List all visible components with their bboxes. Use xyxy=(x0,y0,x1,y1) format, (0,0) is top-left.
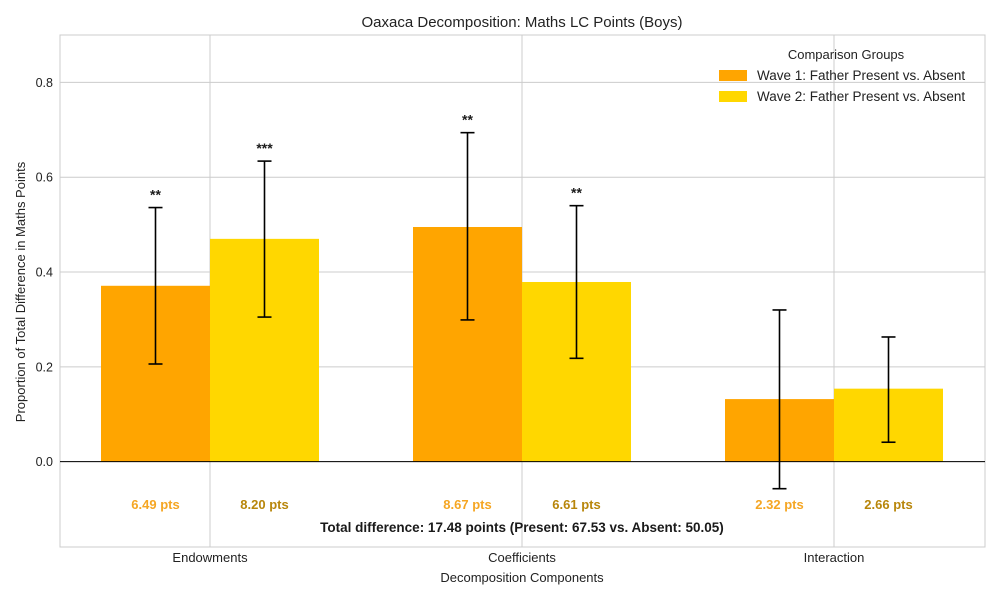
legend-label-wave-2: Wave 2: Father Present vs. Absent xyxy=(757,89,965,104)
chart-title: Oaxaca Decomposition: Maths LC Points (B… xyxy=(362,14,683,31)
error-bars xyxy=(148,131,896,490)
x-tick-label: Interaction xyxy=(804,550,865,565)
significance-marker: ** xyxy=(462,112,473,128)
significance-marker: ** xyxy=(150,187,161,203)
significance-markers: ********* xyxy=(150,112,582,203)
y-tick-label: 0.8 xyxy=(36,76,53,90)
y-tick-label: 0.2 xyxy=(36,360,53,374)
x-axis-label: Decomposition Components xyxy=(440,570,604,585)
point-label: 6.61 pts xyxy=(552,497,600,512)
point-label: 6.49 pts xyxy=(131,497,179,512)
point-label: 2.66 pts xyxy=(864,497,912,512)
point-labels: 6.49 pts 8.67 pts 2.32 pts 8.20 pts 6.61 pts… xyxy=(131,497,912,512)
legend-swatch-wave-1 xyxy=(719,70,747,81)
significance-marker: ** xyxy=(571,185,582,201)
legend-label-wave-1: Wave 1: Father Present vs. Absent xyxy=(757,68,965,83)
y-tick-label: 0.0 xyxy=(36,455,53,469)
total-difference-annotation: Total difference: 17.48 points (Present:… xyxy=(320,520,724,535)
legend-swatch-wave-2 xyxy=(719,91,747,102)
x-tick-label: Coefficients xyxy=(488,550,556,565)
significance-marker: *** xyxy=(256,140,273,156)
x-tick-labels: Endowments Coefficients Interaction xyxy=(172,550,864,565)
point-label: 2.32 pts xyxy=(755,497,803,512)
legend: Comparison Groups Wave 1: Father Present… xyxy=(719,47,965,104)
legend-title: Comparison Groups xyxy=(788,47,905,62)
y-tick-label: 0.4 xyxy=(36,266,53,280)
y-tick-labels: 0.0 0.2 0.4 0.6 0.8 xyxy=(36,76,53,469)
y-tick-label: 0.6 xyxy=(36,171,53,185)
point-label: 8.20 pts xyxy=(240,497,288,512)
point-label: 8.67 pts xyxy=(443,497,491,512)
plot-frame xyxy=(59,34,986,548)
x-tick-label: Endowments xyxy=(172,550,248,565)
y-axis-label: Proportion of Total Difference in Maths … xyxy=(13,161,28,422)
